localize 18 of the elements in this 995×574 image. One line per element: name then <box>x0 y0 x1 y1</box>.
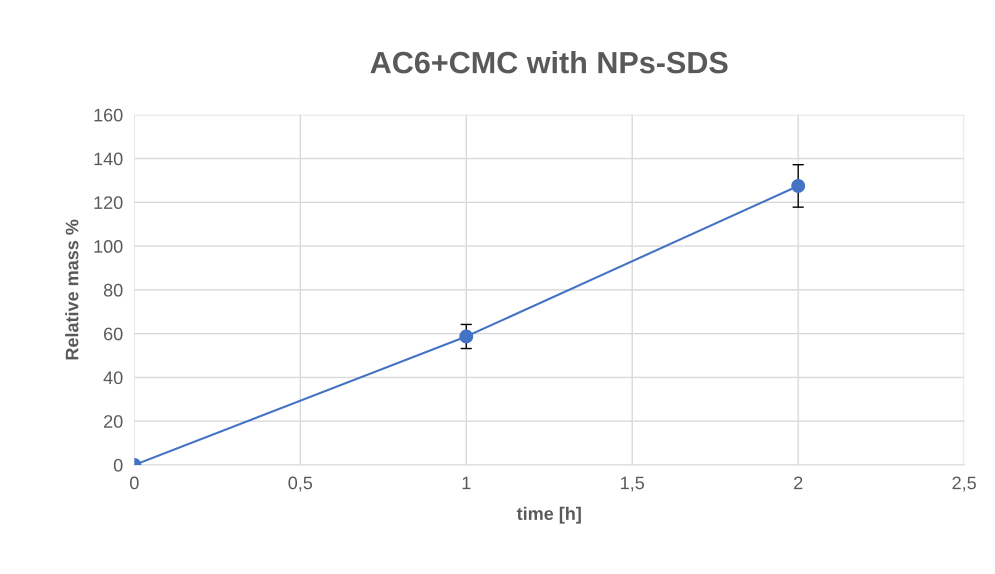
x-tick-label: 0 <box>130 476 139 490</box>
x-tick-label: 2 <box>794 476 802 490</box>
y-tick-label: 80 <box>104 284 123 297</box>
chart-title: AC6+CMC with NPs-SDS <box>370 50 728 74</box>
y-tick-label: 160 <box>94 108 123 122</box>
x-tick-label: 0,5 <box>288 476 312 492</box>
x-tick-label: 1 <box>462 476 470 490</box>
y-tick-label: 120 <box>94 196 123 210</box>
y-tick-label: 60 <box>104 328 123 340</box>
x-axis-title: time [h] <box>516 506 581 524</box>
y-axis-title: Relative mass % <box>65 220 78 360</box>
y-tick-label: 20 <box>104 415 123 428</box>
x-tick-label: 2,5 <box>952 476 976 492</box>
y-tick-label: 0 <box>114 458 123 472</box>
x-tick-label: 1,5 <box>621 476 644 492</box>
y-tick-label: 100 <box>94 240 123 253</box>
y-tick-label: 140 <box>94 152 123 166</box>
y-tick-label: 40 <box>104 371 123 384</box>
